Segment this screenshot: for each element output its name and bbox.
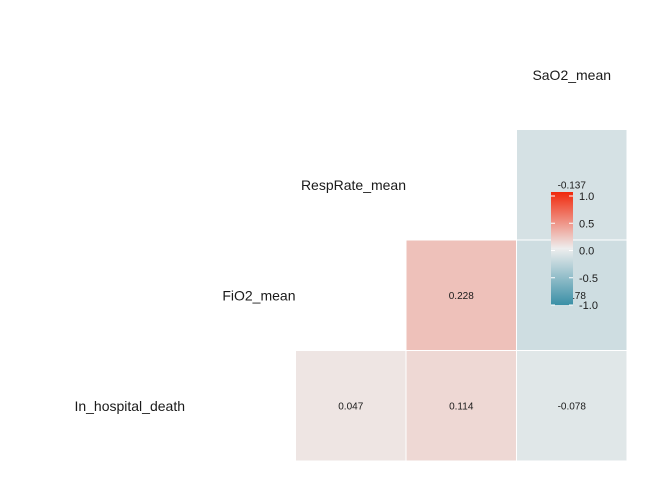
cell-value-label: 0.228 [449, 291, 474, 302]
cell-value-label: 0.114 [449, 401, 474, 412]
variable-label: In_hospital_death [74, 398, 185, 414]
color-legend: 1.0 0.5 0.0 -0.5 -1.0 [551, 191, 598, 312]
legend-tick-label: -1.0 [579, 300, 598, 312]
legend-tick-label: -0.5 [579, 273, 598, 285]
legend-tick-label: 0.5 [579, 218, 594, 230]
heatmap-cell [406, 351, 516, 461]
heatmap-cell [517, 351, 627, 461]
cell-value-label: -0.078 [558, 401, 587, 412]
cell-value-label: 0.047 [338, 401, 363, 412]
legend-tick-label: 1.0 [579, 191, 594, 203]
legend-tick-label: 0.0 [579, 246, 594, 258]
variable-label: SaO2_mean [532, 67, 611, 83]
variable-label: RespRate_mean [301, 177, 406, 193]
legend-ticks: 1.0 0.5 0.0 -0.5 -1.0 [551, 191, 598, 312]
variable-label: FiO2_mean [222, 287, 295, 303]
variable-labels: In_hospital_death FiO2_mean RespRate_mean S… [74, 67, 611, 414]
legend-color-bar [551, 192, 573, 305]
cell-value-label: -0.137 [558, 180, 587, 191]
heatmap-cell [406, 240, 516, 350]
heatmap-cell [296, 351, 406, 461]
